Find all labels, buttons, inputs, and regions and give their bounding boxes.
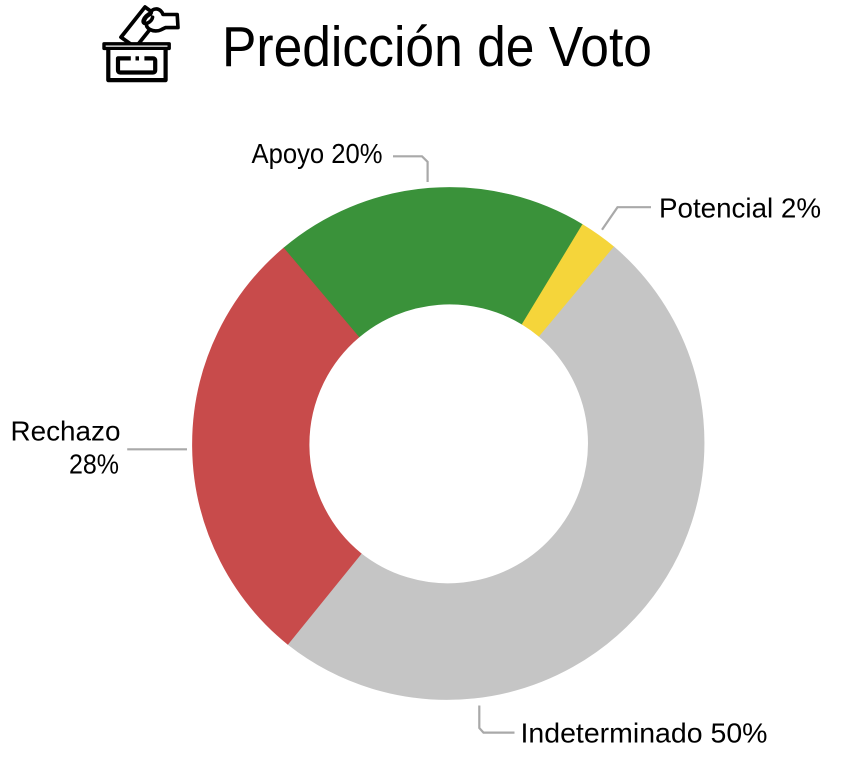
svg-text:28%: 28%	[69, 449, 119, 480]
svg-text:Indeterminado 50%: Indeterminado 50%	[521, 717, 768, 748]
svg-text:Predicción de Voto: Predicción de Voto	[222, 15, 652, 79]
svg-text:Potencial 2%: Potencial 2%	[659, 192, 821, 223]
svg-text:Apoyo 20%: Apoyo 20%	[252, 138, 383, 169]
svg-text:Rechazo: Rechazo	[11, 416, 121, 447]
